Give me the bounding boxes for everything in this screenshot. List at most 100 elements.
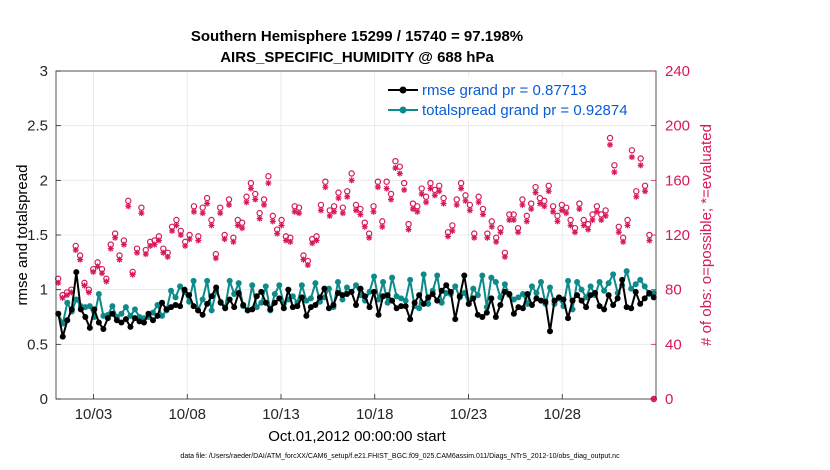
asterisk-stroke bbox=[151, 241, 158, 248]
obs-evaluated-marker bbox=[637, 162, 644, 169]
series-point-rmse bbox=[605, 292, 612, 299]
obs-evaluated-marker bbox=[383, 185, 390, 192]
asterisk-stroke bbox=[94, 263, 101, 270]
series-point-totalspread bbox=[628, 285, 635, 292]
series-point-rmse bbox=[537, 297, 544, 304]
obs-possible-marker bbox=[374, 178, 382, 185]
axis-ticks: 0 0.5 1 1.5 2 2.5 3 0 40 80 120 160 200 240 10/03 10/08… bbox=[27, 63, 690, 423]
x-tick-label: 10/03 bbox=[75, 406, 113, 423]
series-point-rmse bbox=[217, 299, 224, 306]
obs-evaluated-marker bbox=[554, 218, 561, 225]
obs-evaluated-marker bbox=[532, 189, 539, 196]
obs-possible-marker bbox=[379, 218, 386, 225]
obs-evaluated-marker bbox=[169, 227, 176, 234]
asterisk-stroke bbox=[541, 203, 547, 209]
x-tick-label: 10/08 bbox=[168, 406, 206, 423]
series-point-totalspread bbox=[492, 279, 499, 286]
obs-evaluated-marker bbox=[388, 196, 395, 203]
chart-title: Southern Hemisphere 15299 / 15740 = 97.1… bbox=[191, 28, 523, 45]
obs-evaluated-marker bbox=[366, 234, 373, 241]
obs-evaluated-marker bbox=[296, 210, 303, 217]
obs-evaluated-marker bbox=[370, 208, 377, 215]
series-point-totalspread bbox=[199, 296, 206, 303]
asterisk-stroke bbox=[524, 218, 530, 224]
series-point-rmse bbox=[181, 286, 188, 293]
obs-evaluated-marker bbox=[160, 249, 167, 256]
series-point-totalspread bbox=[632, 281, 639, 288]
obs-evaluated-marker bbox=[510, 216, 517, 223]
asterisk-stroke bbox=[248, 185, 254, 192]
asterisk-stroke bbox=[278, 222, 285, 229]
obs-evaluated-marker bbox=[607, 141, 614, 148]
obs-possible-marker bbox=[370, 203, 377, 210]
legend-spread-marker bbox=[399, 106, 407, 114]
series-point-rmse bbox=[416, 292, 423, 299]
series-point-totalspread bbox=[587, 283, 594, 290]
series-point-totalspread bbox=[605, 280, 612, 287]
asterisk-stroke bbox=[73, 247, 79, 253]
asterisk-stroke bbox=[519, 202, 526, 208]
asterisk-stroke bbox=[642, 188, 648, 194]
series-point-rmse bbox=[623, 304, 630, 311]
series-point-rmse bbox=[122, 316, 129, 323]
obs-evaluated-marker bbox=[493, 238, 500, 245]
obs-evaluated-marker bbox=[580, 222, 587, 229]
series-point-rmse bbox=[136, 318, 143, 325]
series-point-totalspread bbox=[73, 296, 80, 303]
asterisk-stroke bbox=[331, 209, 337, 215]
asterisk-stroke bbox=[353, 207, 359, 214]
series-point-rmse bbox=[226, 296, 233, 303]
series-point-rmse bbox=[641, 295, 648, 302]
series-point-rmse bbox=[610, 301, 617, 308]
asterisk-stroke bbox=[230, 239, 236, 245]
asterisk-stroke bbox=[563, 210, 569, 216]
series-point-totalspread bbox=[136, 314, 143, 320]
obs-evaluated-marker bbox=[291, 208, 298, 215]
obs-evaluated-marker bbox=[234, 222, 241, 229]
series-point-totalspread bbox=[100, 312, 107, 319]
obs-evaluated-marker bbox=[151, 241, 158, 248]
series-point-totalspread bbox=[190, 277, 197, 284]
obs-evaluated-marker bbox=[317, 207, 324, 214]
obs-evaluated-marker bbox=[488, 223, 495, 230]
obs-evaluated-marker bbox=[94, 263, 101, 270]
series-point-rmse bbox=[411, 299, 418, 306]
series-point-rmse bbox=[276, 295, 283, 302]
series-point-rmse bbox=[452, 316, 459, 323]
obs-evaluated-marker bbox=[287, 238, 294, 245]
series-point-totalspread bbox=[353, 282, 359, 289]
asterisk-stroke bbox=[419, 191, 425, 197]
obs-possible-marker bbox=[392, 157, 399, 165]
asterisk-stroke bbox=[239, 225, 245, 231]
series-rmse bbox=[55, 269, 657, 340]
series-point-rmse bbox=[289, 304, 296, 311]
series-point-totalspread bbox=[452, 283, 459, 290]
obs-evaluated-marker bbox=[125, 203, 132, 210]
obs-possible-marker bbox=[400, 179, 408, 187]
obs-evaluated-marker bbox=[274, 230, 281, 237]
obs-evaluated-marker bbox=[466, 207, 473, 214]
obs-evaluated-marker bbox=[563, 210, 570, 217]
obs-possible-marker bbox=[462, 192, 469, 199]
series-point-rmse bbox=[380, 293, 387, 300]
series-point-rmse bbox=[82, 314, 89, 320]
obs-evaluated-marker bbox=[348, 177, 355, 184]
series-point-totalspread bbox=[650, 289, 657, 296]
obs-possible-marker bbox=[352, 201, 360, 209]
obs-evaluated-marker bbox=[339, 210, 346, 217]
asterisk-stroke bbox=[594, 209, 600, 215]
obs-possible-marker bbox=[252, 190, 259, 198]
asterisk-stroke bbox=[186, 236, 193, 242]
obs-possible-marker bbox=[339, 204, 347, 211]
obs-possible-marker bbox=[641, 182, 649, 189]
series-point-rmse bbox=[474, 311, 481, 318]
obs-evaluated-marker bbox=[331, 208, 338, 215]
obs-possible-marker bbox=[479, 205, 487, 213]
series-point-rmse bbox=[565, 315, 572, 322]
obs-possible-marker bbox=[449, 222, 456, 229]
asterisk-stroke bbox=[581, 222, 587, 229]
series-point-totalspread bbox=[149, 309, 156, 316]
asterisk-stroke bbox=[195, 237, 201, 244]
series-point-totalspread bbox=[474, 292, 481, 299]
asterisk-stroke bbox=[362, 224, 368, 230]
